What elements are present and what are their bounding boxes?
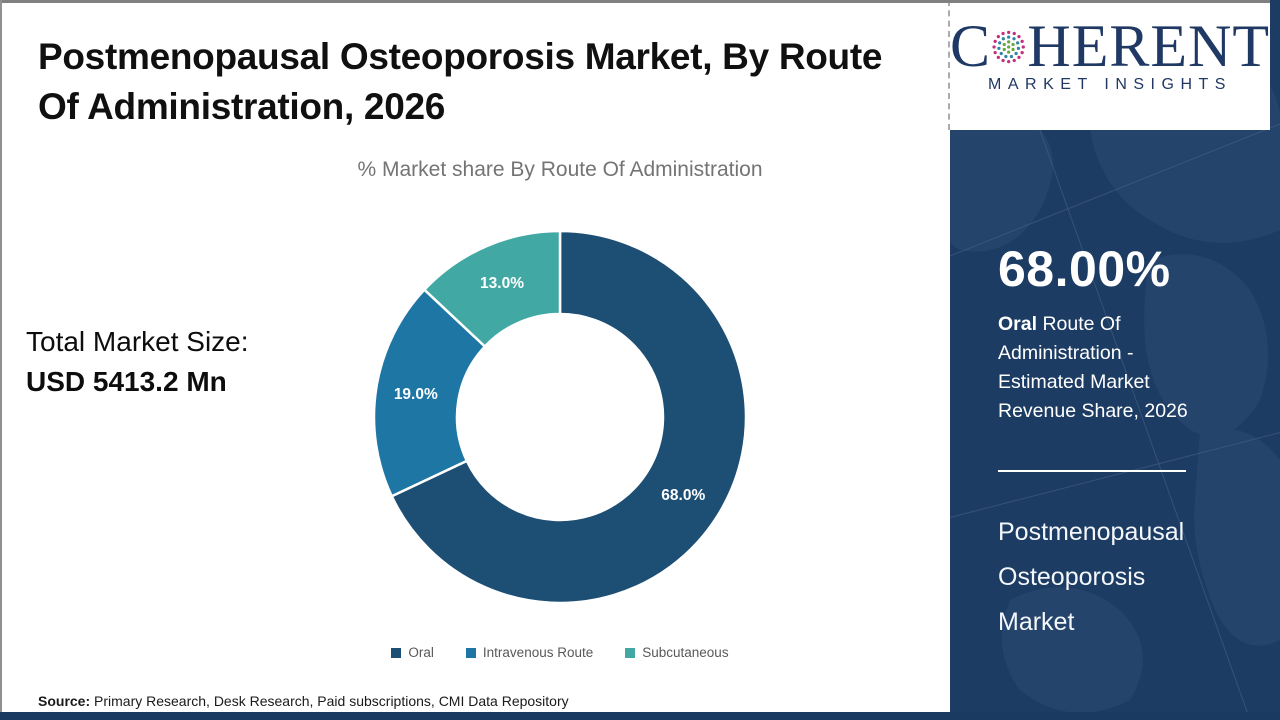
slice-label-subcutaneous: 13.0%: [480, 275, 524, 292]
donut-chart: 68.0% 19.0% 13.0%: [372, 229, 748, 605]
globe-dot: [1011, 47, 1015, 52]
page-title: Postmenopausal Osteoporosis Market, By R…: [38, 32, 938, 132]
globe-dot: [1002, 47, 1006, 52]
globe-dot: [993, 50, 997, 55]
globe-dot: [1007, 40, 1011, 44]
logo-wordmark: C HERENT: [950, 13, 1270, 79]
globe-dot: [997, 46, 1001, 51]
globe-dot: [998, 41, 1002, 45]
globe-dot: [1012, 37, 1016, 41]
total-market-size-value: USD 5413.2 Mn: [26, 366, 227, 397]
source-line: Source: Primary Research, Desk Research,…: [38, 693, 569, 709]
sidebar-market-name: Postmenopausal Osteoporosis Market: [998, 518, 1185, 636]
legend-item-oral: Oral: [391, 645, 434, 660]
globe-dot: [996, 55, 1000, 59]
legend-label: Oral: [408, 645, 434, 660]
globe-dot: [992, 45, 996, 49]
globe-dot: [1017, 55, 1021, 59]
donut-slice-intravenous-route: [372, 287, 487, 498]
total-market-size-label: Total Market Size:: [26, 326, 249, 357]
logo: C HERENT MARKET INSIGHTS: [948, 0, 1270, 130]
legend-label: Subcutaneous: [642, 645, 729, 660]
left-border: [0, 0, 2, 712]
sidebar-content: 68.00% Oral Route Of Administration - Es…: [998, 240, 1233, 645]
legend-label: Intravenous Route: [482, 645, 594, 660]
globe-dot: [1002, 42, 1006, 47]
globe-dot: [1001, 37, 1005, 41]
source-text: Primary Research, Desk Research, Paid su…: [90, 693, 569, 709]
globe-dot: [1012, 31, 1016, 36]
globe-dot: [999, 51, 1003, 56]
globe-dot: [1007, 50, 1011, 54]
globe-dot: [1001, 58, 1005, 63]
globe-dot: [1007, 45, 1011, 49]
donut-slice-oral: [390, 229, 748, 605]
globe-dot: [993, 39, 997, 44]
highlight-percentage: 68.00%: [998, 241, 1171, 297]
globe-dot: [1001, 31, 1005, 36]
globe-dot: [1011, 42, 1015, 47]
globe-dot: [1004, 54, 1008, 59]
globe-dot: [996, 35, 1000, 39]
globe-dot: [1016, 46, 1021, 51]
highlight-description-rest: Route Of Administration - Estimated Mark…: [998, 313, 1188, 422]
legend-marker: [625, 647, 636, 658]
logo-tagline: MARKET INSIGHTS: [988, 76, 1232, 93]
globe-dot: [1014, 51, 1018, 56]
globe-dot: [1009, 54, 1014, 59]
slice-label-intravenous-route: 19.0%: [394, 386, 438, 403]
chart-title: % Market share By Route Of Administratio…: [357, 158, 763, 181]
top-border: [0, 0, 1270, 3]
legend-marker: [465, 647, 476, 658]
page-title-line1: Postmenopausal Osteoporosis Market, By R…: [38, 36, 883, 77]
sidebar-divider: [998, 470, 1186, 472]
globe-dot: [1016, 41, 1020, 45]
bottom-accent-bar: [0, 712, 1280, 720]
globe-dot: [1007, 59, 1011, 64]
total-market-size: Total Market Size: USD 5413.2 Mn: [26, 322, 249, 402]
globe-dot: [1007, 30, 1011, 35]
highlight-description-lead: Oral: [998, 313, 1038, 335]
globe-dot: [1017, 35, 1021, 39]
source-label: Source:: [38, 693, 91, 709]
legend-item-subcutaneous: Subcutaneous: [625, 645, 729, 660]
chart-legend: Oral Intravenous Route Subcutaneous: [100, 645, 1020, 660]
legend-item-intravenous-route: Intravenous Route: [465, 645, 594, 660]
globe-dot: [1021, 45, 1025, 49]
page-title-line2: Of Administration, 2026: [38, 86, 446, 127]
legend-marker: [391, 647, 402, 658]
globe-dot: [1020, 39, 1024, 44]
logo-letter-c: C: [950, 13, 991, 79]
globe-icon: [992, 30, 1025, 64]
slice-label-oral: 68.0%: [661, 487, 705, 504]
globe-dot: [1012, 58, 1016, 63]
logo-letters-herent: HERENT: [1027, 13, 1270, 79]
donut-slice-subcutaneous: [422, 229, 562, 349]
highlight-description: Oral Route Of Administration - Estimated…: [998, 310, 1216, 426]
globe-dot: [1007, 35, 1011, 39]
globe-dot: [1020, 50, 1024, 55]
